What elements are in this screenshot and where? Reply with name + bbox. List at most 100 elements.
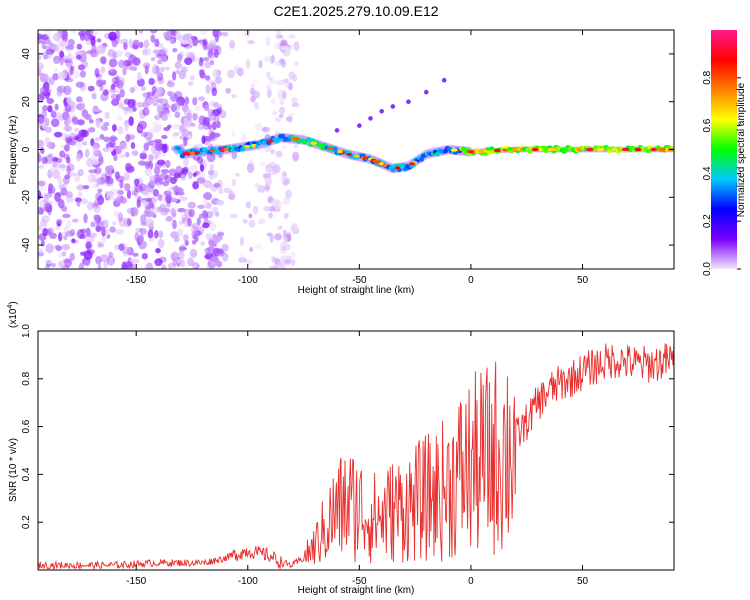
noise-cell (94, 137, 100, 142)
snr-plot-area (38, 343, 674, 570)
noise-cell (204, 75, 211, 81)
noise-cell (143, 210, 149, 217)
noise-cell (63, 58, 72, 64)
noise-cell (40, 86, 48, 94)
snr-axes: -150 -100 -50 0 50 0.2 0.4 0.6 0.8 1.0 (21, 324, 674, 587)
noise-cell (274, 233, 283, 241)
ridge-peak (337, 150, 343, 154)
noise-cell (183, 43, 193, 49)
noise-cell (70, 100, 76, 109)
ridge-cell (418, 157, 424, 162)
noise-cell (140, 131, 148, 138)
noise-cell (38, 247, 43, 257)
noise-cell (98, 156, 104, 166)
ridge-cell (460, 146, 467, 152)
noise-cell (268, 206, 277, 212)
noise-cell (201, 182, 211, 187)
ridge-cell (229, 147, 236, 153)
noise-cell (129, 86, 135, 94)
noise-cell (290, 251, 296, 259)
noise-cell (126, 218, 132, 226)
noise-cell (85, 114, 92, 121)
noise-cell (238, 257, 247, 263)
noise-cell (116, 94, 121, 101)
noise-cell (170, 207, 175, 216)
snr-xlabel: Height of straight line (km) (298, 585, 415, 596)
noise-cell (75, 103, 85, 111)
noise-cell (90, 221, 96, 228)
noise-cell (274, 117, 282, 123)
noise-cell (90, 37, 96, 46)
noise-cell (270, 255, 276, 263)
noise-cell (86, 201, 94, 211)
noise-cell (86, 158, 94, 167)
noise-cell (269, 54, 274, 65)
noise-cell (134, 184, 144, 193)
noise-cell (142, 107, 150, 117)
noise-cell (188, 208, 195, 218)
noise-cell (94, 167, 102, 175)
noise-cell (65, 138, 72, 144)
noise-cell (42, 51, 48, 61)
noise-cell (64, 174, 71, 180)
noise-cell (149, 126, 157, 134)
noise-cell (69, 65, 74, 75)
noise-cell (211, 121, 219, 130)
noise-cell (281, 90, 287, 100)
noise-cell (38, 185, 48, 191)
noise-cell (192, 97, 198, 106)
ridge-peak (650, 147, 657, 152)
noise-cell (274, 258, 281, 265)
ridge-peak (223, 147, 230, 151)
noise-cell (252, 78, 259, 83)
noise-cell (154, 123, 161, 133)
ridge-peak (243, 144, 251, 149)
noise-cell (87, 173, 96, 184)
noise-cell (64, 57, 73, 68)
noise-cell (170, 190, 178, 196)
snr-ytick-label: 0.4 (21, 467, 32, 481)
noise-cell (102, 126, 109, 132)
noise-cell (51, 110, 56, 117)
noise-cell (270, 148, 276, 155)
noise-cell (113, 210, 119, 218)
noise-cell (38, 122, 42, 129)
noise-cell (76, 201, 81, 207)
noise-cell (91, 158, 100, 166)
noise-cell (200, 241, 205, 246)
noise-cell (160, 66, 165, 73)
noise-cell (117, 212, 123, 222)
noise-cell (203, 211, 209, 222)
noise-cell (146, 91, 155, 97)
harmonic-point (334, 128, 340, 133)
harmonic-point (390, 104, 396, 109)
noise-cell (288, 82, 293, 91)
noise-cell (146, 210, 156, 217)
noise-cell (175, 187, 184, 193)
noise-cell (186, 112, 192, 121)
noise-cell (122, 67, 127, 76)
noise-cell (43, 45, 50, 50)
noise-cell (75, 96, 83, 103)
snr-ytick-label: 0.6 (21, 419, 32, 433)
noise-cell (96, 240, 103, 249)
noise-cell (109, 226, 116, 233)
noise-cell (209, 101, 217, 107)
noise-cell (175, 63, 183, 70)
noise-cell (278, 113, 284, 119)
noise-cell (156, 104, 163, 114)
noise-cell (155, 65, 160, 75)
snr-xtick-label: 0 (468, 576, 474, 587)
noise-cell (107, 147, 114, 153)
noise-cell (62, 257, 72, 263)
noise-cell (177, 251, 185, 260)
noise-cell (88, 232, 98, 238)
noise-cell (74, 197, 82, 203)
noise-cell (41, 156, 48, 165)
noise-cell (152, 97, 159, 107)
noise-cell (265, 163, 273, 169)
noise-cell (163, 112, 172, 118)
noise-cell (50, 142, 55, 150)
noise-cell (140, 86, 147, 91)
noise-cell (65, 118, 72, 124)
